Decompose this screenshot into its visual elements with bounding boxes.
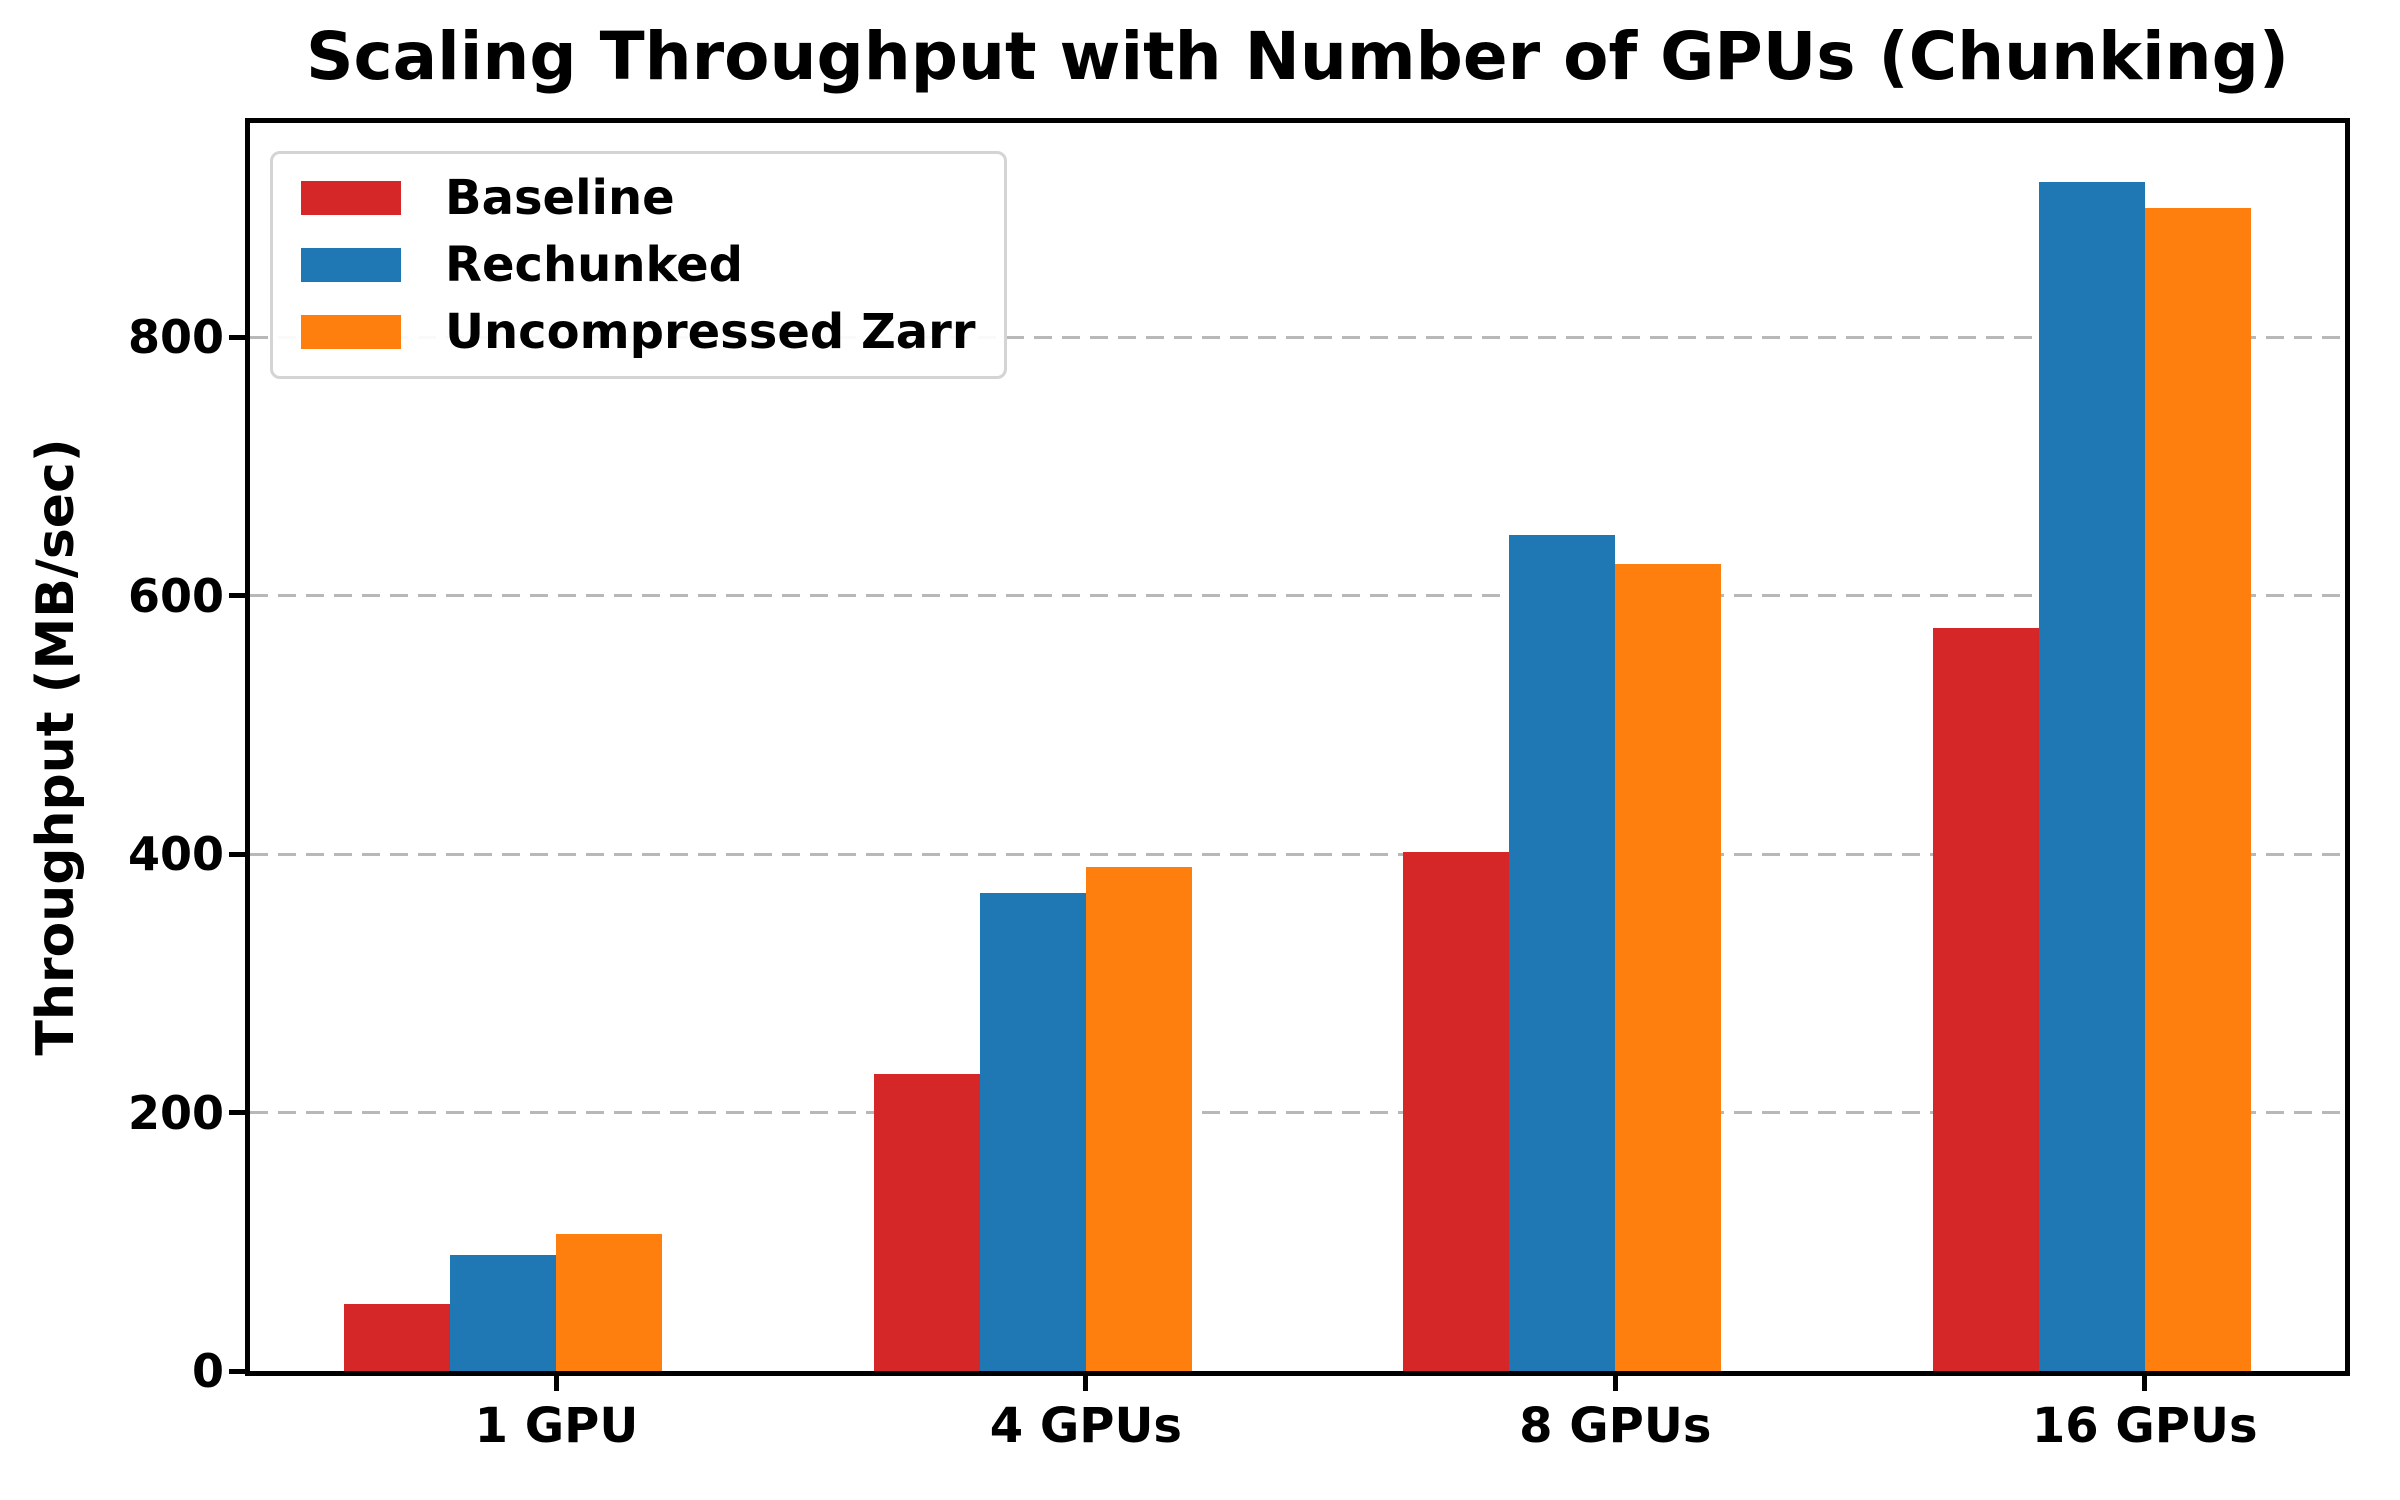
chart-title: Scaling Throughput with Number of GPUs (… xyxy=(305,18,2290,95)
x-tick-mark-4-gpus xyxy=(1083,1376,1089,1391)
legend-item-baseline: Baseline xyxy=(301,170,976,226)
bar-rechunked-4-gpus xyxy=(979,892,1086,1371)
y-tick-label-200: 200 xyxy=(127,1085,224,1140)
gridline-800 xyxy=(250,335,2345,339)
x-tick-label-16-gpus: 16 GPUs xyxy=(2031,1398,2258,1454)
bar-baseline-4-gpus xyxy=(873,1073,980,1371)
x-tick-mark-8-gpus xyxy=(1612,1376,1618,1391)
plot-area xyxy=(250,123,2345,1371)
legend-swatch-rechunked xyxy=(301,247,401,282)
gridline-600 xyxy=(250,594,2345,598)
y-tick-label-600: 600 xyxy=(127,568,224,623)
y-tick-label-800: 800 xyxy=(127,310,224,365)
bar-baseline-16-gpus xyxy=(1932,628,2039,1371)
y-axis-label: Throughput (MB/sec) xyxy=(26,438,86,1056)
legend: Baseline Rechunked Uncompressed Zarr xyxy=(270,151,1007,379)
x-tick-mark-1-gpu xyxy=(553,1376,559,1391)
bar-baseline-8-gpus xyxy=(1403,851,1510,1371)
plot-spines xyxy=(245,118,2350,1376)
legend-label-rechunked: Rechunked xyxy=(445,236,744,293)
bar-uncompressed-zarr-1-gpu xyxy=(556,1234,663,1371)
bar-rechunked-16-gpus xyxy=(2038,182,2145,1371)
legend-swatch-uncompressed-zarr xyxy=(301,315,401,350)
y-tick-label-0: 0 xyxy=(191,1344,224,1398)
bar-uncompressed-zarr-4-gpus xyxy=(1085,867,1192,1371)
legend-swatch-baseline xyxy=(301,180,401,215)
x-tick-label-8-gpus: 8 GPUs xyxy=(1519,1398,1712,1454)
bar-baseline-1-gpu xyxy=(344,1303,451,1371)
y-tick-mark-600 xyxy=(229,593,245,599)
legend-label-uncompressed-zarr: Uncompressed Zarr xyxy=(445,304,976,361)
y-tick-mark-400 xyxy=(229,851,245,857)
x-tick-mark-16-gpus xyxy=(2142,1376,2148,1391)
legend-item-rechunked: Rechunked xyxy=(301,237,976,293)
bar-rechunked-8-gpus xyxy=(1509,535,1616,1371)
bar-uncompressed-zarr-16-gpus xyxy=(2144,208,2251,1371)
bar-uncompressed-zarr-8-gpus xyxy=(1615,563,1722,1371)
y-tick-mark-200 xyxy=(229,1110,245,1116)
y-tick-mark-800 xyxy=(229,334,245,340)
legend-label-baseline: Baseline xyxy=(445,169,675,226)
legend-item-uncompressed-zarr: Uncompressed Zarr xyxy=(301,304,976,360)
y-tick-mark-0 xyxy=(229,1368,245,1374)
bar-rechunked-1-gpu xyxy=(450,1254,557,1371)
gridline-200 xyxy=(250,1111,2345,1115)
y-tick-label-400: 400 xyxy=(127,827,224,882)
x-tick-label-1-gpu: 1 GPU xyxy=(474,1398,639,1454)
gridline-400 xyxy=(250,852,2345,856)
x-tick-label-4-gpus: 4 GPUs xyxy=(989,1398,1182,1454)
